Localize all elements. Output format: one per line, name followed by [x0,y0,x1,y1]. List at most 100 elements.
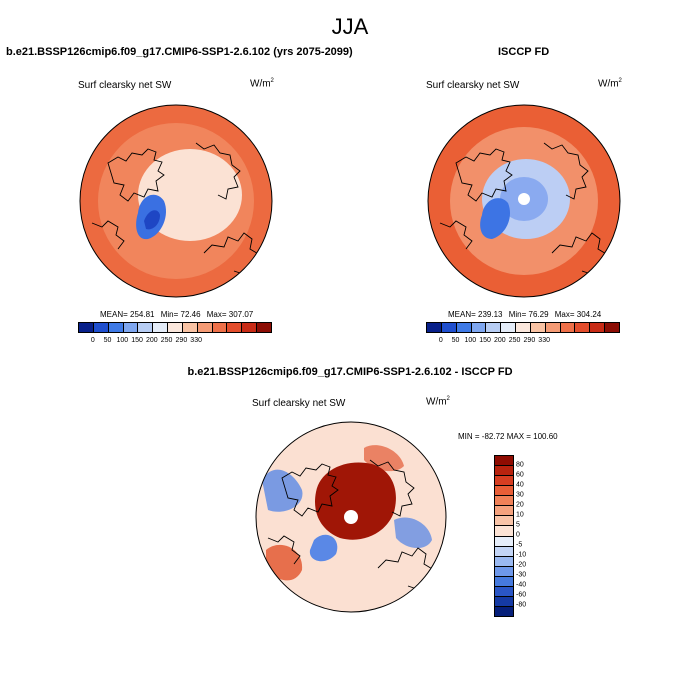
diff-minmax: MIN = -82.72 MAX = 100.60 [458,432,558,441]
colorbar-tick-label: 30 [516,491,524,499]
colorbar-swatch [495,596,513,607]
colorbar-swatch [495,536,513,547]
obs-polar-map [427,104,621,298]
colorbar-swatch [495,516,513,527]
colorbar-swatch [590,323,606,332]
diff-map-coastline-a [281,463,339,517]
colorbar-tick-label: -40 [516,581,527,589]
colorbar-swatch [441,323,457,332]
model-map-outline [79,104,273,298]
diff-colorbar [494,455,514,617]
obs-map-cold-pocket [480,198,511,239]
colorbar-tick-label: -5 [516,541,523,549]
colorbar-swatch [242,323,258,332]
colorbar-swatch [495,456,513,467]
colorbar-swatch [495,526,513,537]
colorbar-swatch [93,323,109,332]
colorbar-swatch [575,323,591,332]
colorbar-tick-label: 250 [508,337,521,344]
colorbar-swatch [605,323,619,332]
colorbar-tick-label: 200 [146,337,158,344]
colorbar-tick-label: 290 [523,337,536,344]
obs-min: Min= 76.29 [508,310,549,319]
diff-map-red-patch-a [266,544,303,581]
colorbar-tick-label: -30 [516,571,527,579]
colorbar-swatch [427,323,442,332]
colorbar-swatch [212,323,228,332]
colorbar-swatch [495,586,513,597]
obs-map-outline [427,104,621,298]
diff-map-blue-patch-east [394,517,432,549]
model-map-coastline-a [107,148,165,202]
diff-map-blue-patch-west [262,469,303,512]
obs-colorbar-labels: 0 50 100 150 200 250 290 330 [426,337,618,347]
colorbar-tick-label: -80 [516,601,527,609]
model-variable-label: Surf clearsky net SW [78,80,172,91]
colorbar-tick-label: 50 [451,337,460,344]
colorbar-swatch [495,496,513,507]
colorbar-tick-label: 330 [538,337,550,344]
diff-map-coastline-d [267,535,301,565]
colorbar-swatch [138,323,154,332]
colorbar-swatch [153,323,169,332]
obs-colorbar [426,322,620,333]
colorbar-tick-label: 290 [175,337,188,344]
colorbar-swatch [495,556,513,567]
colorbar-tick-label: 0 [90,337,95,344]
obs-map-coastline-b [543,142,589,200]
model-min: Min= 72.46 [160,310,201,319]
colorbar-swatch [545,323,561,332]
diff-variable-label: Surf clearsky net SW [252,398,346,409]
obs-map-pole-hole [518,193,530,205]
colorbar-tick-label: 250 [160,337,173,344]
colorbar-tick-label: -20 [516,561,527,569]
obs-mean: MEAN= 239.13 [448,310,503,319]
colorbar-tick-label: -10 [516,551,527,559]
colorbar-swatch [79,323,94,332]
colorbar-tick-label: 0 [516,531,520,539]
obs-map-coastline-d [439,220,473,250]
colorbar-tick-label: 20 [516,501,524,509]
colorbar-tick-label: 330 [190,337,202,344]
colorbar-tick-label: 150 [479,337,491,344]
obs-variable-label: Surf clearsky net SW [426,80,520,91]
colorbar-tick-label: -60 [516,591,527,599]
model-map-coastline-b [195,142,241,200]
diff-map-coastline-b [369,459,415,517]
colorbar-swatch [495,576,513,587]
colorbar-tick-label: 60 [516,471,524,479]
model-map-cold-core [144,210,160,230]
colorbar-swatch [456,323,472,332]
diff-map-red-patch-b [364,445,404,472]
colorbar-tick-label: 150 [131,337,143,344]
colorbar-tick-label: 5 [516,521,520,529]
obs-map-coastline-a [455,148,513,202]
model-mean: MEAN= 254.81 [100,310,155,319]
colorbar-tick-label: 40 [516,481,524,489]
model-panel-title: b.e21.BSSP126cmip6.f09_g17.CMIP6-SSP1-2.… [6,46,353,58]
obs-max: Max= 304.24 [554,310,602,319]
colorbar-tick-label: 0 [438,337,443,344]
obs-stats: MEAN= 239.13 Min= 76.29 Max= 304.24 [448,310,605,319]
colorbar-tick-label: 200 [494,337,506,344]
diff-map-outline [255,421,447,613]
diff-polar-map [255,421,447,613]
diff-map-blue-patch-south [309,534,338,562]
season-title: JJA [331,14,369,39]
colorbar-swatch [257,323,271,332]
colorbar-swatch [227,323,243,332]
model-colorbar [78,322,272,333]
model-map-coastline-d [91,220,125,250]
colorbar-swatch [530,323,546,332]
colorbar-swatch [471,323,487,332]
colorbar-tick-label: 80 [516,461,524,469]
colorbar-swatch [516,323,531,332]
colorbar-swatch [182,323,198,332]
model-unit-label: W/m2 [250,78,274,90]
model-polar-map [79,104,273,298]
colorbar-swatch [495,606,513,616]
diff-unit-label: W/m2 [426,396,450,408]
model-max: Max= 307.07 [206,310,254,319]
diff-colorbar-labels: 80 60 40 30 20 10 5 0 -5 -10 -20 -30 -40 -60 -80 [516,455,546,615]
colorbar-swatch [495,566,513,577]
